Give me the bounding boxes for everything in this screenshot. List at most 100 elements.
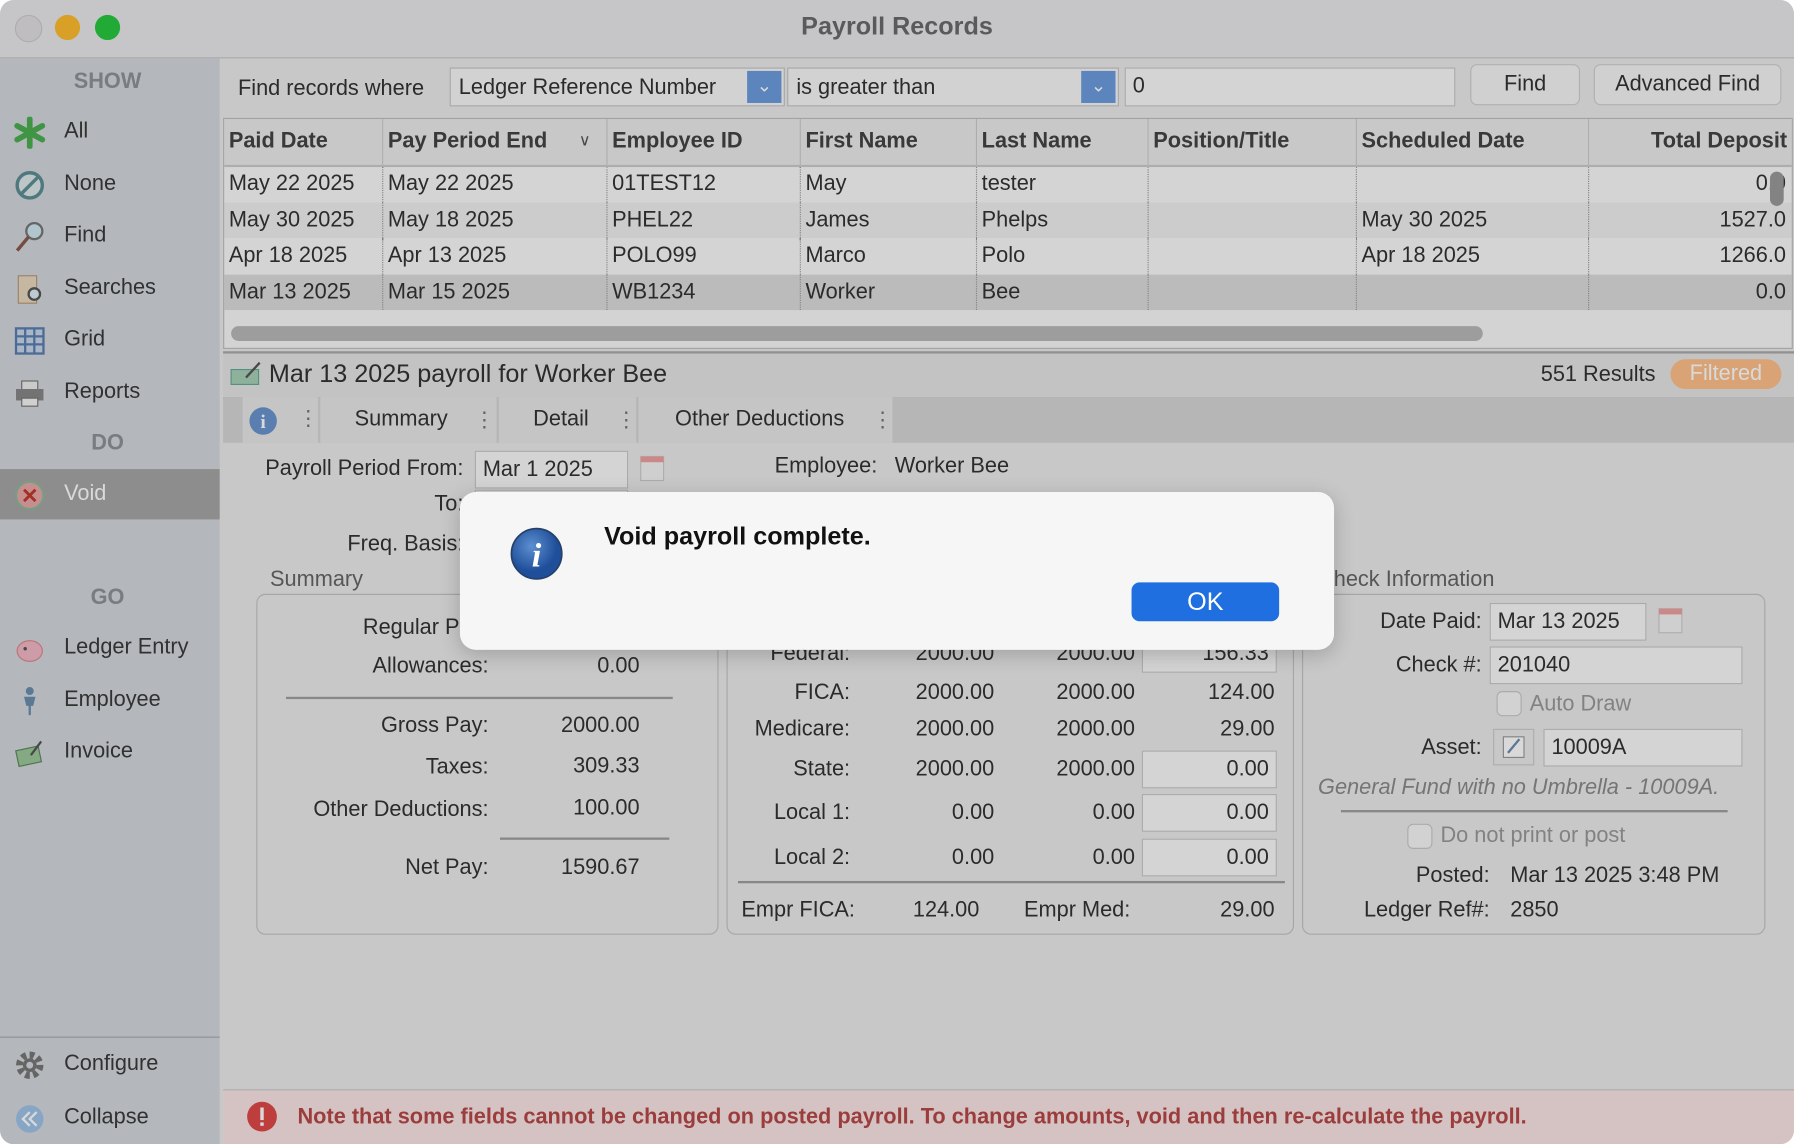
tax-amount: 29.00 [1220,717,1275,742]
check-number-input[interactable]: 201040 [1489,646,1743,685]
sidebar-item-collapse[interactable]: Collapse [0,1093,220,1143]
empr-fica-label: Empr FICA: [741,898,855,923]
table-cell: May 30 2025 [1357,202,1590,239]
void-icon [14,480,45,511]
asset-lookup-button[interactable] [1493,728,1535,766]
sidebar-item-configure[interactable]: Configure [0,1039,220,1089]
table-cell [1357,274,1590,311]
close-window-button[interactable] [14,14,43,43]
sidebar-item-find[interactable]: Find [0,211,220,261]
table-row[interactable]: May 30 2025 May 18 2025 PHEL22 James Phelps M… [224,202,1792,239]
do-not-print-checkbox[interactable] [1407,823,1433,849]
table-row[interactable]: Mar 13 2025 Mar 15 2025 WB1234 Worker Bee 0.0 [224,274,1792,311]
employee-value: Worker Bee [894,454,1010,479]
tax-amount-input[interactable]: 0.00 [1141,838,1277,877]
empr-med-label: Empr Med: [1023,898,1131,923]
sidebar-item-searches[interactable]: Searches [0,263,220,313]
sidebar-item-void[interactable]: Void [0,469,220,520]
tax-row-taxable: 2000.00 [1056,680,1135,705]
tax-row-wages: 2000.00 [915,757,995,782]
tax-row-label: Local 1: [773,800,851,825]
tax-amount-input[interactable]: 0.00 [1141,750,1277,789]
empr-fica-value: 124.00 [912,898,980,923]
sidebar-item-none[interactable]: None [0,159,220,209]
tax-amount-input[interactable]: 0.00 [1141,794,1277,832]
column-header[interactable]: Total Deposit [1589,118,1792,165]
chevron-down-icon: ⌄ [1081,70,1116,103]
column-header[interactable]: Position/Title [1148,118,1357,165]
ok-button[interactable]: OK [1131,582,1280,622]
payroll-table: Mar 13 2025 Mar 15 2025 WB1234 Worker Bee 0.0… [223,117,1793,349]
field-select[interactable]: Ledger Reference Number ⌄ [449,67,785,107]
auto-draw-checkbox[interactable] [1496,691,1522,717]
sidebar-item-invoice[interactable]: Invoice [0,727,220,777]
column-header[interactable]: Employee ID [607,118,801,165]
tax-row-wages: 2000.00 [915,717,995,742]
tax-row-wages: 2000.00 [915,680,995,705]
column-header[interactable]: Pay Period End [383,118,608,165]
operator-select-value: is greater than [796,75,936,100]
sidebar-item-grid[interactable]: Grid [0,315,220,365]
column-header[interactable]: First Name [800,118,978,165]
sidebar-item-reports[interactable]: Reports [0,367,220,417]
tab-info[interactable]: i ⋮ [242,397,320,443]
operator-select[interactable]: is greater than ⌄ [787,67,1119,107]
asset-description: General Fund with no Umbrella - 10009A. [1318,775,1720,800]
tax-row-label: FICA: [794,680,851,705]
sort-chevron-icon[interactable]: ∨ [578,130,591,149]
table-cell [1149,238,1357,275]
tab-menu-icon[interactable]: ⋮ [871,408,894,433]
tab-menu-icon[interactable]: ⋮ [473,408,496,433]
net-pay-value: 1590.67 [560,855,640,880]
date-paid-label: Date Paid: [1380,609,1482,634]
column-header[interactable]: Last Name [977,118,1149,165]
edit-icon [1502,736,1525,758]
zoom-window-button[interactable] [94,14,121,41]
table-cell: POLO99 [608,238,801,275]
tab-other-deductions[interactable]: Other Deductions ⋮ [638,397,894,443]
tab-menu-icon[interactable]: ⋮ [297,407,320,432]
filtered-badge[interactable]: Filtered [1670,359,1782,390]
tab-summary[interactable]: Summary ⋮ [320,397,497,443]
calendar-icon[interactable] [638,453,665,483]
note-bar [223,1089,1794,1144]
collapse-icon [16,1105,44,1133]
asset-input[interactable]: 10009A [1543,728,1743,767]
column-header[interactable]: Scheduled Date [1356,118,1590,165]
table-cell: Mar 15 2025 [383,274,608,311]
do-not-print-label: Do not print or post [1440,823,1626,848]
vertical-scrollbar[interactable] [1769,171,1784,206]
period-from-input[interactable]: Mar 1 2025 [474,450,629,489]
record-title: Mar 13 2025 payroll for Worker Bee [268,359,668,388]
sidebar-item-label: Ledger Entry [64,634,189,660]
horizontal-scrollbar[interactable] [231,326,1483,341]
table-cell: James [801,202,978,239]
freq-basis-label: Freq. Basis: [347,532,464,557]
table-cell: Apr 18 2025 [1357,238,1590,275]
column-header[interactable]: Paid Date [224,118,384,165]
advanced-find-button[interactable]: Advanced Find [1593,64,1782,106]
table-row[interactable]: Apr 18 2025 Apr 13 2025 POLO99 Marco Polo Apr… [224,238,1792,275]
sidebar-item-label: None [64,171,117,196]
sidebar-item-employee[interactable]: Employee [0,675,220,725]
sidebar-item-label: Find [64,223,107,248]
tab-detail[interactable]: Detail ⋮ [498,397,638,443]
sidebar-item-all[interactable]: All [0,106,220,156]
tab-label: Summary [354,407,448,432]
tab-menu-icon[interactable]: ⋮ [615,408,638,433]
calendar-icon[interactable] [1657,605,1684,635]
find-button[interactable]: Find [1470,64,1581,106]
invoice-icon [15,740,43,768]
find-value-input[interactable]: 0 [1124,67,1456,107]
date-paid-input[interactable]: Mar 13 2025 [1489,602,1647,641]
minimize-window-button[interactable] [54,14,81,41]
none-icon [15,171,45,200]
empr-med-value: 29.00 [1220,898,1275,923]
table-cell: Apr 18 2025 [224,238,384,275]
tax-row-taxable: 0.00 [1092,845,1135,870]
sidebar-item-ledger-entry[interactable]: Ledger Entry [0,622,220,672]
table-cell: WB1234 [608,274,801,311]
table-cell: 1527.0 [1719,207,1786,232]
